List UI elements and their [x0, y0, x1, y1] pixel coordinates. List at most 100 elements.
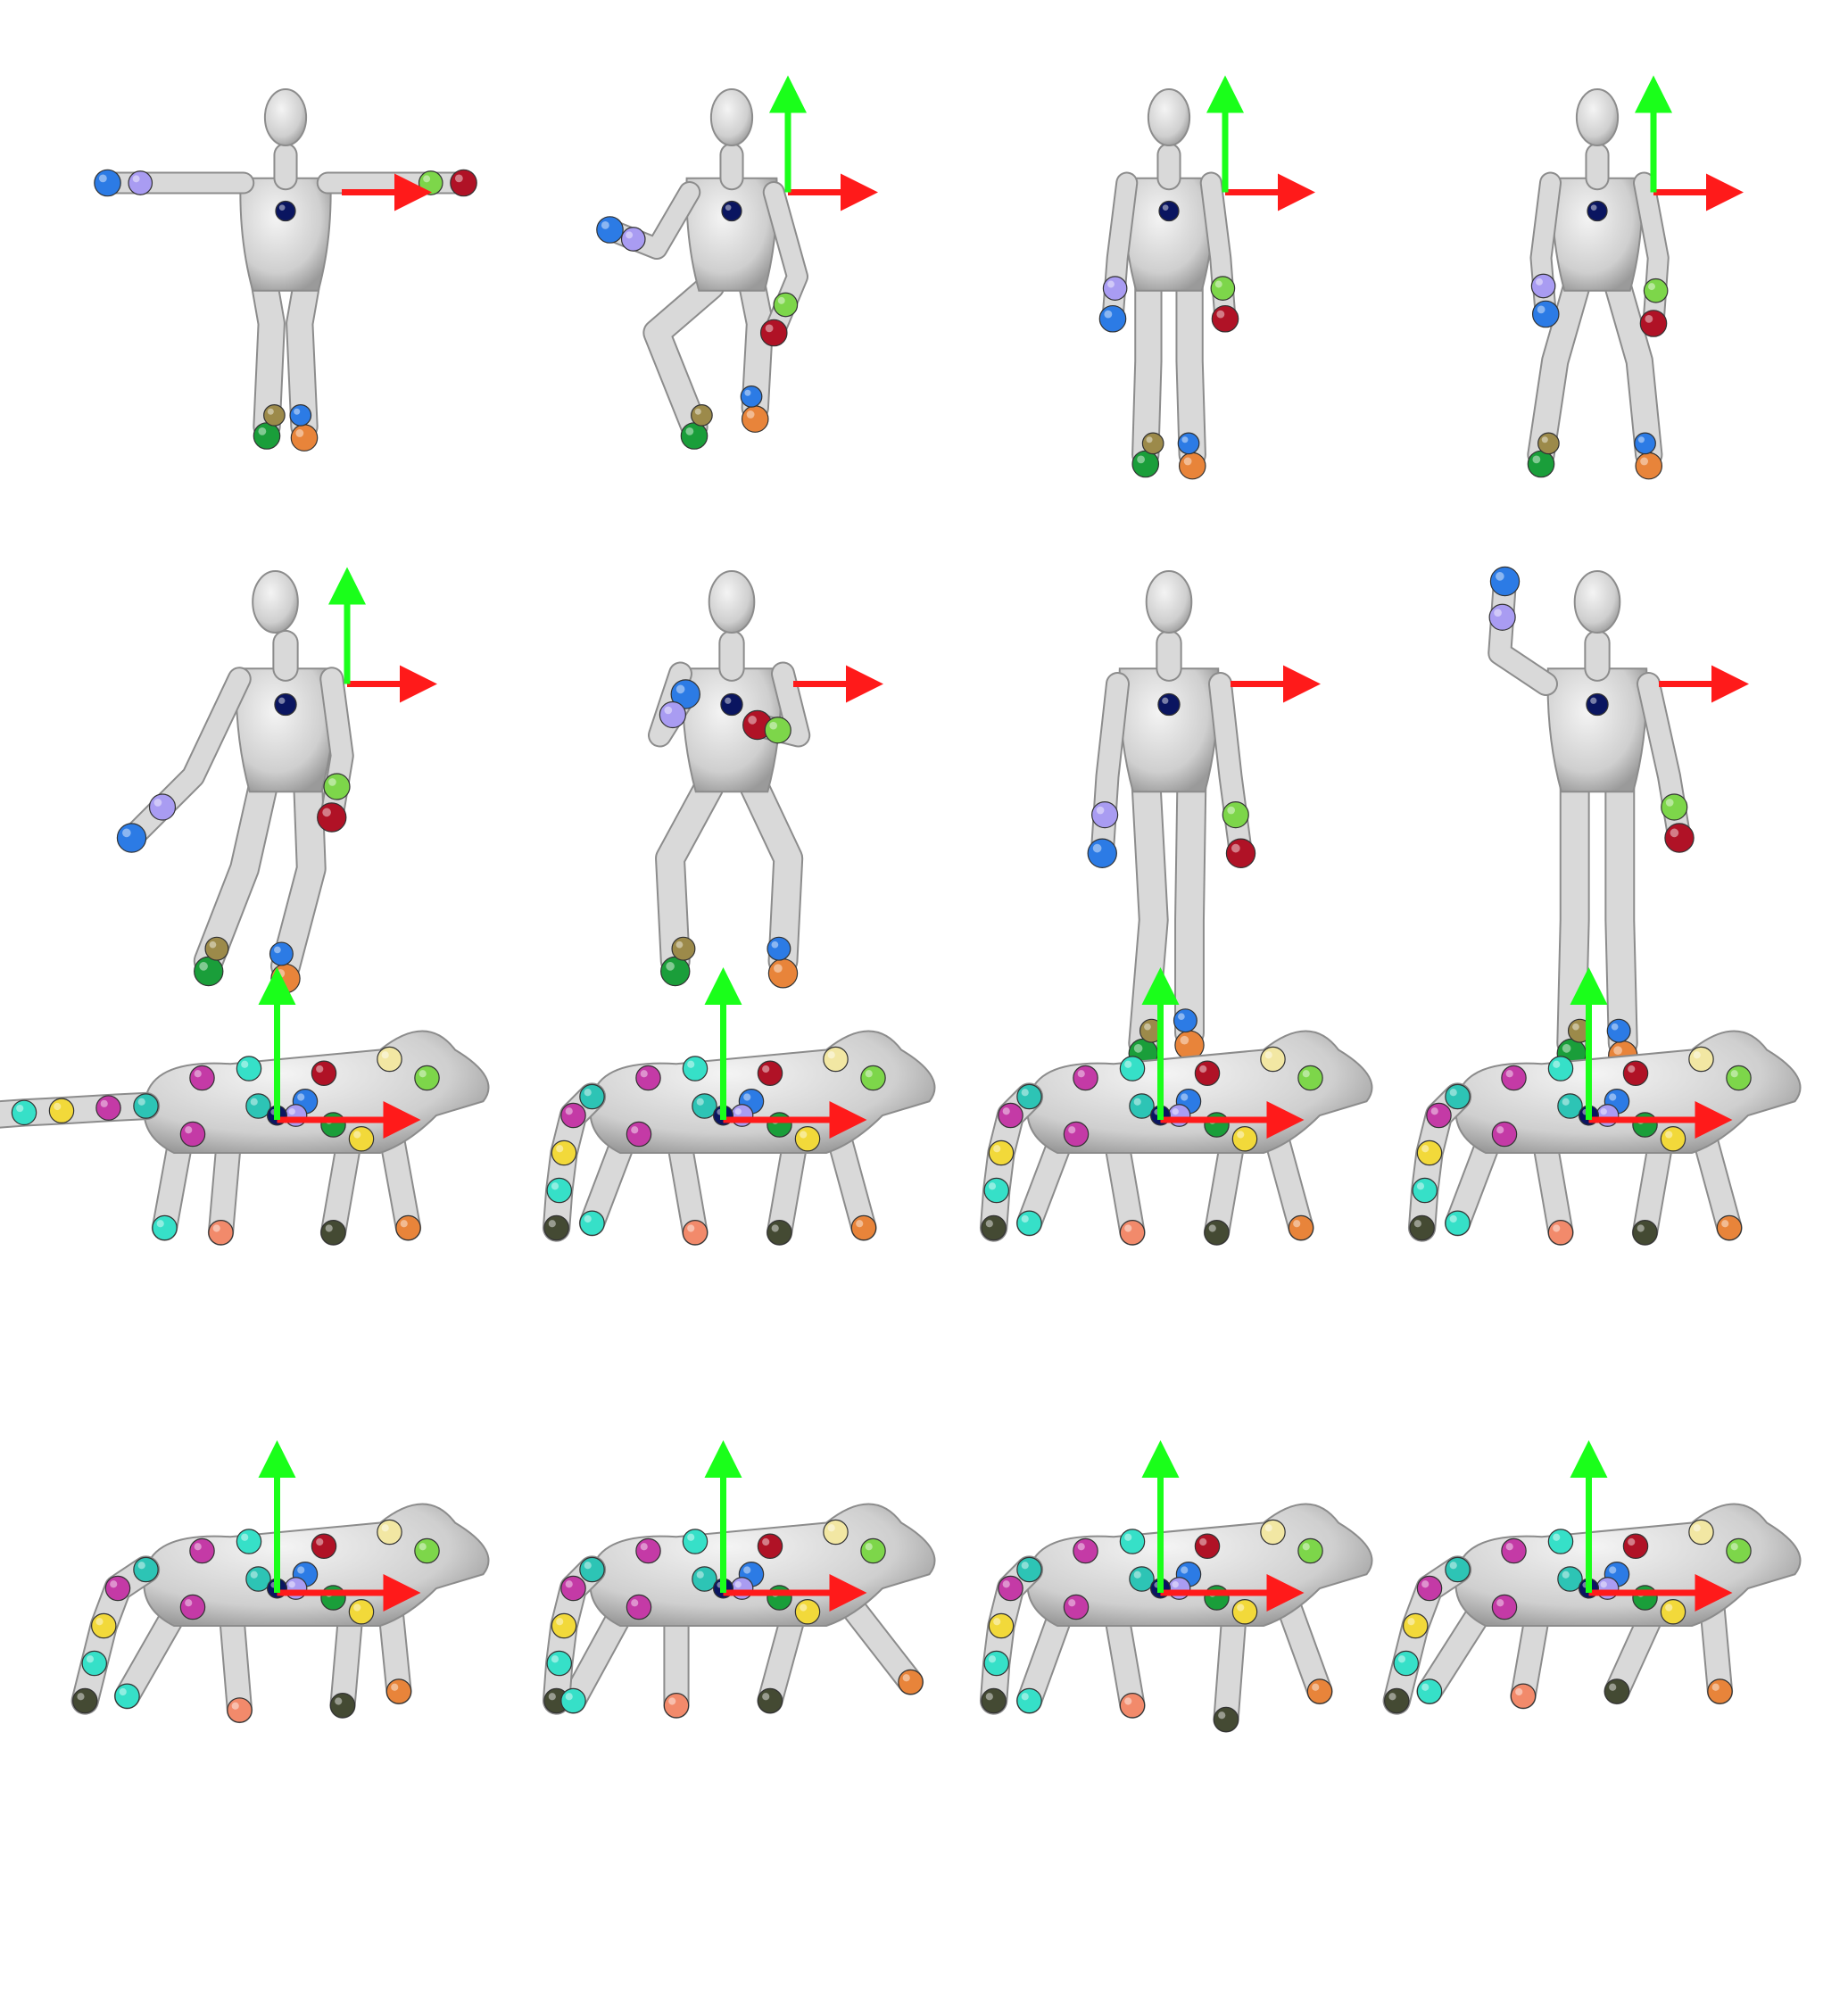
keypoint-highlight: [800, 1131, 808, 1139]
side-keypoint: [794, 1598, 821, 1625]
right-wrist-keypoint: [764, 717, 791, 744]
back-keypoint: [1194, 1060, 1221, 1086]
keypoint-highlight: [98, 174, 107, 183]
keypoint-highlight: [153, 799, 162, 807]
keypoint-highlight: [1541, 436, 1548, 443]
keypoint-highlight: [993, 1145, 1001, 1153]
tail-keypoint: [998, 1575, 1023, 1602]
keypoint-highlight: [556, 1145, 564, 1153]
keypoint-highlight: [746, 410, 755, 419]
keypoint-highlight: [631, 1126, 639, 1134]
side-keypoint: [1063, 1121, 1090, 1148]
keypoint-highlight: [1214, 280, 1222, 288]
right-foot-keypoint: [1635, 452, 1663, 480]
keypoint-highlight: [353, 1604, 361, 1612]
tail-keypoint: [48, 1098, 75, 1123]
keypoint-highlight: [765, 324, 774, 333]
neck-keypoint: [860, 1065, 886, 1091]
pelvis-keypoint: [730, 1577, 754, 1600]
keypoint-highlight: [827, 1051, 835, 1059]
keypoint-highlight: [1730, 1543, 1738, 1551]
head-mesh: [709, 88, 754, 146]
side-keypoint: [320, 1585, 346, 1611]
keypoint-highlight: [827, 1524, 835, 1532]
keypoint-highlight: [548, 1693, 556, 1701]
human-mesh: [1101, 88, 1237, 469]
torso-mesh: [1546, 667, 1648, 793]
keypoint-highlight: [335, 1697, 343, 1705]
keypoint-highlight: [1021, 1214, 1029, 1223]
paw-keypoint: [1016, 1210, 1042, 1236]
side-keypoint: [626, 1121, 652, 1148]
keypoint-highlight: [771, 941, 779, 949]
head-mesh: [1575, 88, 1620, 146]
keypoint-highlight: [1665, 1131, 1673, 1139]
panel-r4-c2: [542, 1440, 936, 1719]
keypoint-highlight: [54, 1102, 62, 1111]
keypoint-highlight: [551, 1182, 559, 1190]
paw-keypoint: [767, 1219, 792, 1246]
keypoint-highlight: [278, 697, 286, 704]
keypoint-highlight: [418, 1543, 427, 1551]
tail-keypoint: [1409, 1214, 1435, 1241]
left-hand-keypoint: [670, 679, 700, 709]
back-keypoint: [1501, 1537, 1527, 1564]
paw-keypoint: [1416, 1678, 1443, 1704]
panel-r1-c1: [94, 88, 477, 452]
keypoint-highlight: [1162, 204, 1169, 211]
panel-r4-c4: [1382, 1440, 1802, 1715]
human-mesh: [648, 570, 811, 976]
left-wrist-keypoint: [1488, 603, 1516, 631]
keypoint-highlight: [1172, 1108, 1179, 1115]
keypoint-highlight: [119, 1687, 127, 1696]
panel-r4-c3: [979, 1440, 1373, 1733]
keypoint-highlight: [856, 1220, 864, 1228]
keypoint-highlight: [1536, 278, 1543, 286]
keypoint-highlight: [631, 1599, 639, 1607]
left-foot-keypoint: [680, 422, 709, 450]
side-keypoint: [245, 1093, 271, 1119]
human-mesh: [1527, 88, 1670, 469]
tail-keypoint: [1393, 1650, 1419, 1677]
tail-keypoint: [1426, 1102, 1452, 1129]
tail-keypoint: [981, 1214, 1007, 1241]
keypoint-highlight: [1068, 1126, 1076, 1134]
keypoint-highlight: [1430, 1107, 1438, 1115]
back-keypoint: [1622, 1533, 1649, 1559]
head-mesh: [708, 570, 756, 634]
keypoint-highlight: [1178, 1013, 1185, 1021]
paw-keypoint: [1716, 1214, 1743, 1241]
keypoint-highlight: [137, 1098, 145, 1106]
keypoint-highlight: [1124, 1060, 1132, 1068]
tail-keypoint: [543, 1214, 569, 1241]
right-ankle-keypoint: [1606, 1018, 1631, 1043]
tail-keypoint: [1016, 1556, 1042, 1583]
keypoint-highlight: [353, 1131, 361, 1139]
keypoint-highlight: [743, 1566, 751, 1574]
paw-keypoint: [1707, 1678, 1733, 1704]
keypoint-highlight: [1146, 436, 1153, 443]
keypoint-highlight: [666, 962, 675, 971]
paw-keypoint: [1119, 1219, 1146, 1246]
keypoint-highlight: [288, 1581, 295, 1588]
keypoint-highlight: [185, 1599, 193, 1607]
keypoint-highlight: [675, 684, 685, 694]
neck-keypoint: [1297, 1537, 1323, 1564]
keypoint-highlight: [1711, 1683, 1720, 1691]
back-keypoint: [1501, 1065, 1527, 1091]
paw-keypoint: [757, 1687, 783, 1714]
panel-r4-c1: [70, 1440, 490, 1724]
keypoint-highlight: [1181, 1093, 1189, 1101]
keypoint-highlight: [725, 204, 732, 211]
back-keypoint: [1073, 1537, 1098, 1564]
back-keypoint: [757, 1533, 783, 1559]
keypoint-highlight: [1162, 697, 1169, 704]
keypoint-highlight: [1590, 204, 1597, 211]
keypoint-highlight: [276, 969, 286, 978]
keypoint-highlight: [231, 1702, 239, 1710]
keypoint-highlight: [601, 220, 609, 229]
right-foot-keypoint: [290, 424, 319, 452]
keypoint-highlight: [212, 1224, 220, 1232]
keypoint-highlight: [1721, 1220, 1729, 1228]
keypoint-highlight: [1693, 1524, 1701, 1532]
